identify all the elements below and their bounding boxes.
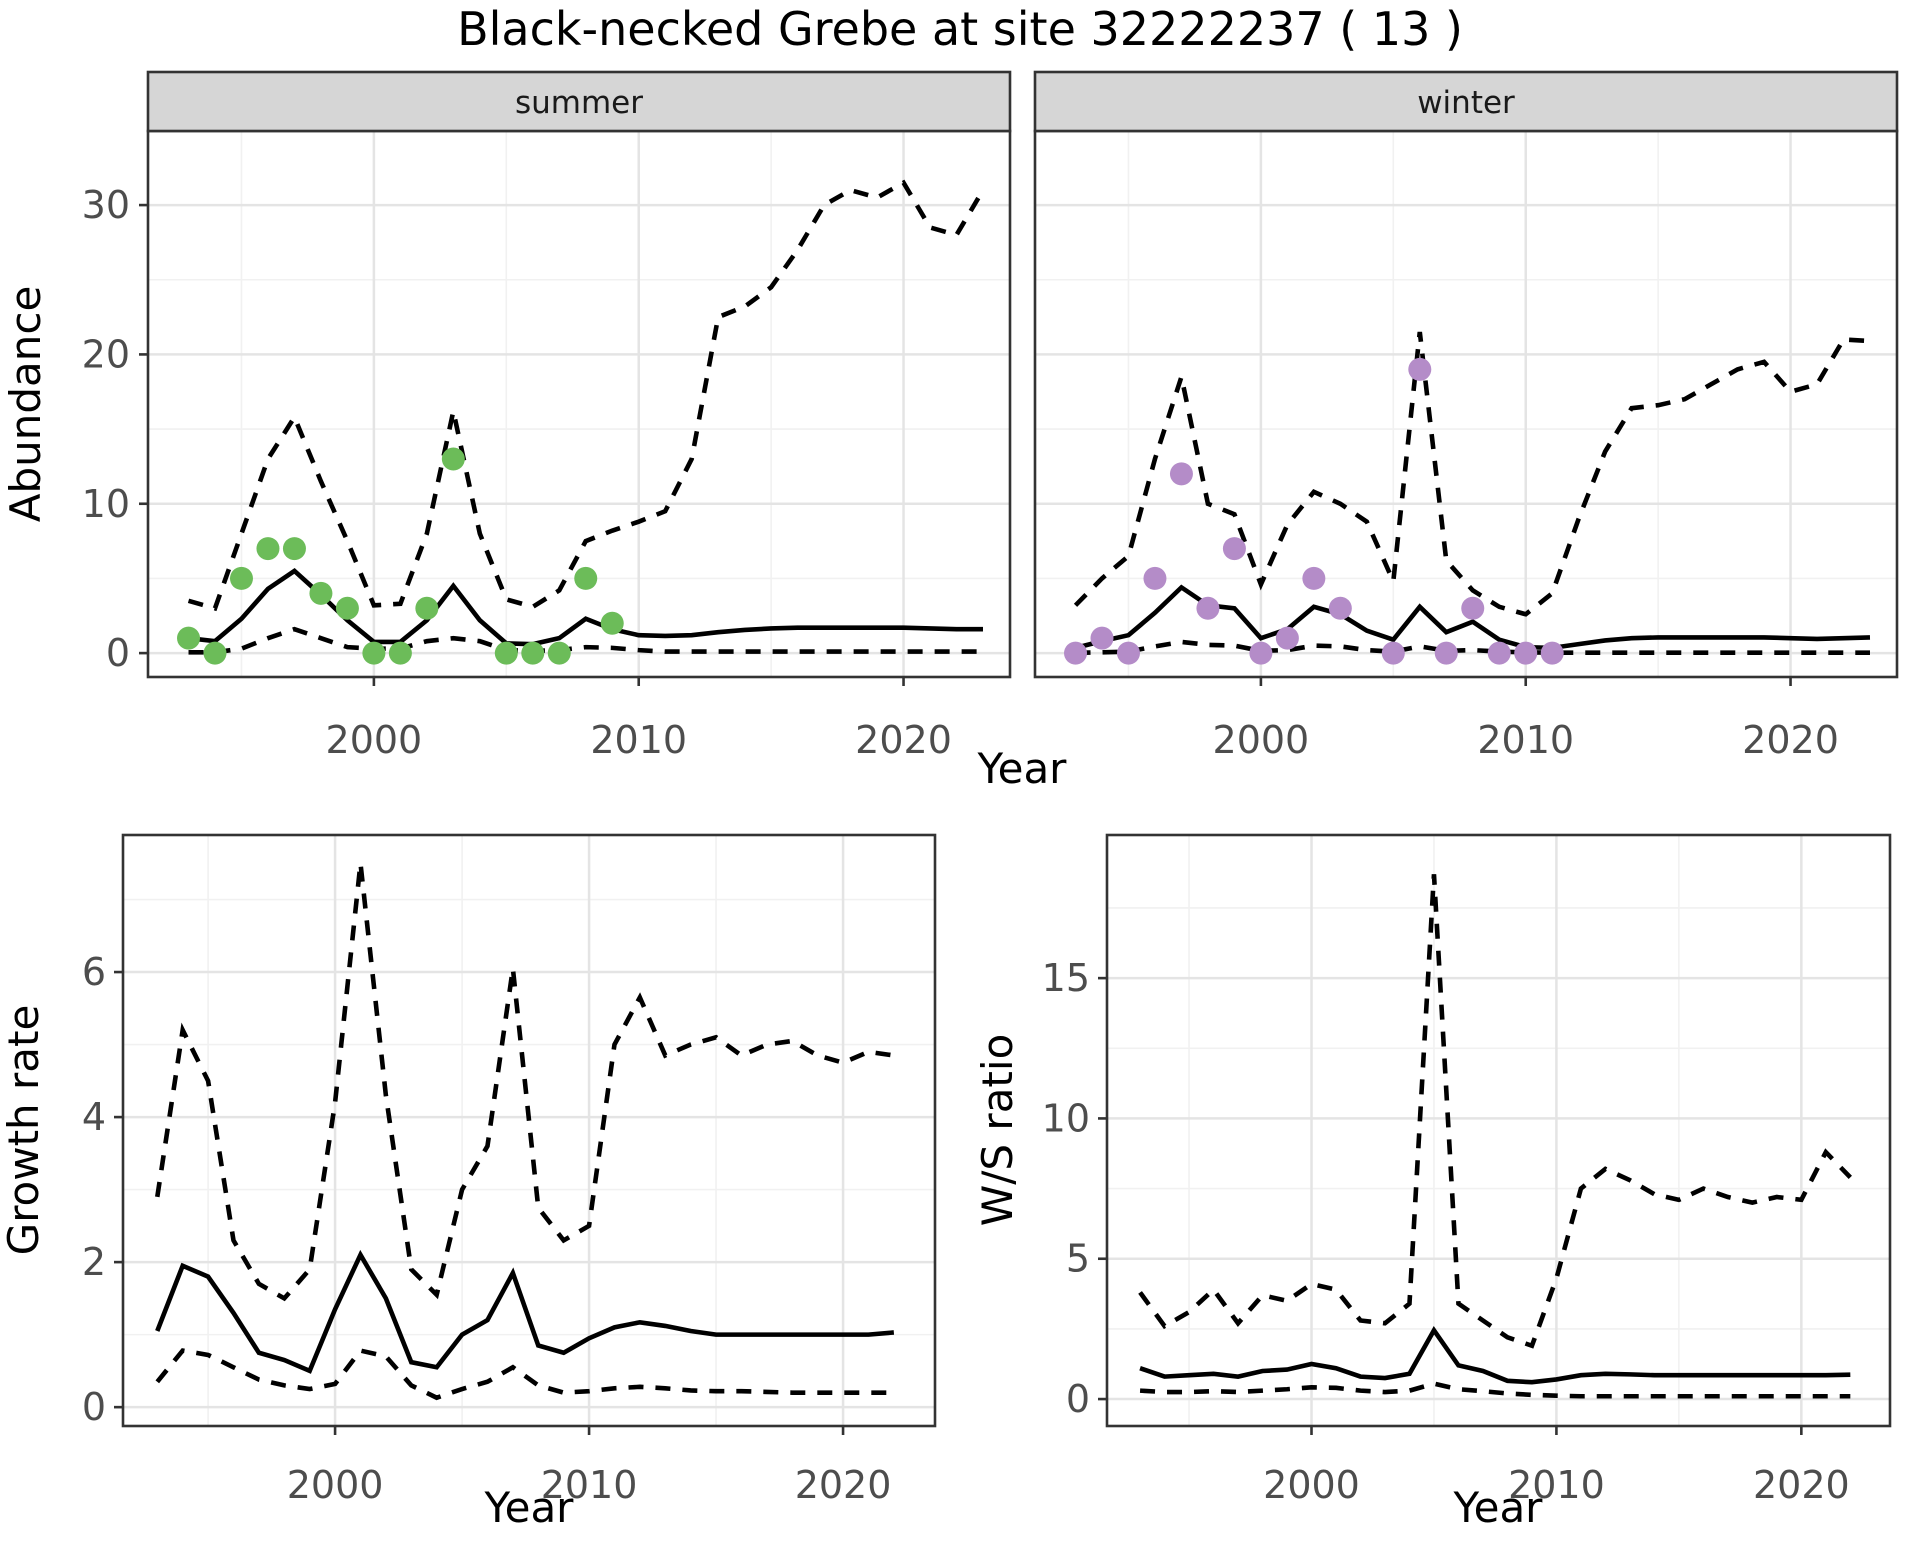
upper-ci-line <box>155 863 895 1302</box>
observed-point <box>282 537 306 561</box>
panel-abundance-by-season-winter <box>1035 131 1897 677</box>
y-tick-label: 2 <box>82 1240 106 1284</box>
y-axis-title: W/S ratio <box>973 1034 1022 1227</box>
strip-label: summer <box>515 85 643 121</box>
y-axis-title: Growth rate <box>0 1005 48 1256</box>
y-tick-label: 0 <box>1066 1377 1090 1421</box>
panel-growth-rate <box>123 835 935 1426</box>
x-tick-label: 2000 <box>287 1463 384 1507</box>
panel-border <box>1105 833 1892 1428</box>
observed-point <box>1328 596 1352 620</box>
median-line <box>155 1249 895 1374</box>
x-tick-label: 2000 <box>1213 718 1310 762</box>
lower-ci-line <box>188 626 983 655</box>
observed-point <box>1116 641 1140 665</box>
x-axis-title: Year <box>977 744 1068 793</box>
observed-point <box>177 626 201 650</box>
observed-point <box>521 641 545 665</box>
observed-point <box>1196 596 1220 620</box>
y-tick-label: 15 <box>1042 956 1090 1000</box>
x-axis-title: Year <box>1453 1483 1544 1532</box>
observed-point <box>1064 641 1088 665</box>
observed-point <box>1302 566 1326 590</box>
observed-point <box>1540 641 1564 665</box>
x-tick-label: 2010 <box>1477 718 1574 762</box>
panel-border <box>121 833 937 1428</box>
observed-point <box>1275 626 1299 650</box>
upper-ci-line <box>187 179 985 612</box>
observed-point <box>1169 462 1193 486</box>
observed-point <box>1249 641 1273 665</box>
observed-point <box>547 641 571 665</box>
strip-label: winter <box>1417 85 1515 121</box>
observed-point <box>441 447 465 471</box>
y-tick-label: 0 <box>106 631 130 675</box>
observed-point <box>388 641 412 665</box>
observed-point <box>1434 641 1458 665</box>
observed-point <box>1408 357 1432 381</box>
observed-point <box>362 641 386 665</box>
facet-strip-summer <box>146 70 1012 133</box>
observed-point <box>1143 566 1167 590</box>
x-tick-label: 2010 <box>590 718 687 762</box>
panel-ws-ratio <box>1107 835 1890 1426</box>
x-tick-label: 2010 <box>541 1463 638 1507</box>
y-tick-label: 10 <box>1042 1096 1090 1140</box>
y-tick-label: 10 <box>82 482 130 526</box>
observed-point <box>335 596 359 620</box>
observed-point <box>1487 641 1511 665</box>
y-tick-label: 0 <box>82 1385 106 1429</box>
median-line <box>1139 1325 1851 1385</box>
facet-strip-winter <box>1033 70 1899 133</box>
x-axis-title: Year <box>484 1483 575 1532</box>
y-tick-label: 20 <box>82 332 130 376</box>
observed-point <box>203 641 227 665</box>
x-tick-label: 2000 <box>326 718 423 762</box>
observed-point <box>1090 626 1114 650</box>
y-tick-label: 4 <box>82 1095 106 1139</box>
observed-point <box>1461 596 1485 620</box>
y-axis-title: Abundance <box>1 286 50 523</box>
observed-point <box>256 537 280 561</box>
y-tick-label: 5 <box>1066 1237 1090 1281</box>
observed-point <box>1222 537 1246 561</box>
observed-point <box>1381 641 1405 665</box>
upper-ci-line <box>1073 331 1871 617</box>
x-tick-label: 2020 <box>1742 718 1839 762</box>
x-tick-label: 2020 <box>795 1463 892 1507</box>
x-tick-label: 2000 <box>1263 1463 1360 1507</box>
x-tick-label: 2020 <box>855 718 952 762</box>
observed-point <box>574 566 598 590</box>
upper-ci-line <box>1138 874 1852 1349</box>
lower-ci-line <box>155 1348 894 1401</box>
observed-point <box>494 641 518 665</box>
x-tick-label: 2020 <box>1753 1463 1850 1507</box>
lower-ci-line <box>1139 1381 1851 1399</box>
observed-point <box>229 566 253 590</box>
y-tick-label: 6 <box>82 950 106 994</box>
y-tick-label: 30 <box>82 183 130 227</box>
chart-title: Black-necked Grebe at site 32222237 ( 13… <box>457 2 1463 56</box>
observed-point <box>600 611 624 635</box>
panel-abundance-by-season-summer <box>148 131 1010 677</box>
x-tick-label: 2010 <box>1508 1463 1605 1507</box>
observed-point <box>415 596 439 620</box>
observed-point <box>309 581 333 605</box>
observed-point <box>1514 641 1538 665</box>
